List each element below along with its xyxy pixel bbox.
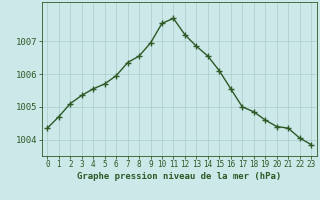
X-axis label: Graphe pression niveau de la mer (hPa): Graphe pression niveau de la mer (hPa): [77, 172, 281, 181]
